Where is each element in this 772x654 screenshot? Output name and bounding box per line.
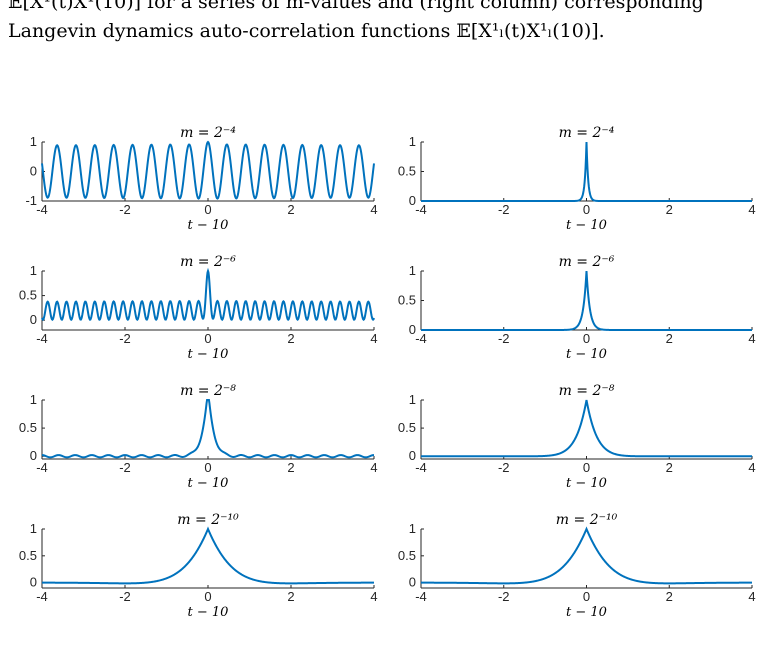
- subplot-3: -4 -2 0 2 4 0 0.5 1 m = 2⁻⁶ t − 10: [19, 254, 378, 362]
- y-tick-label: 0: [409, 322, 416, 337]
- x-axis-label: t − 10: [566, 218, 607, 233]
- x-axis-label: t − 10: [188, 218, 229, 233]
- x-tick-label: 0: [583, 460, 590, 475]
- y-tick-label: -1: [25, 193, 37, 208]
- y-tick-label: 0.5: [398, 293, 416, 308]
- subplot-title: m = 2⁻⁶: [559, 254, 615, 270]
- y-tick-label: 1: [409, 134, 416, 149]
- x-tick-label: -4: [415, 589, 427, 604]
- y-tick-label: 1: [30, 521, 37, 536]
- x-tick-label: 4: [748, 331, 755, 346]
- x-tick-label: 2: [666, 589, 673, 604]
- x-tick-label: 4: [748, 460, 755, 475]
- subplot-4: -4 -2 0 2 4 0 0.5 1 m = 2⁻⁶ t − 10: [398, 254, 756, 362]
- x-tick-label: -2: [498, 589, 510, 604]
- x-tick-label: -2: [119, 460, 131, 475]
- subplot-title: m = 2⁻⁶: [180, 254, 236, 270]
- x-tick-label: -4: [36, 202, 48, 217]
- x-tick-label: 0: [583, 202, 590, 217]
- x-tick-label: 0: [204, 202, 211, 217]
- x-tick-label: -2: [498, 460, 510, 475]
- y-tick-label: 0: [30, 164, 37, 179]
- x-axis-label: t − 10: [566, 347, 607, 362]
- y-tick-label: 1: [409, 392, 416, 407]
- series-line: [421, 270, 752, 331]
- x-tick-label: -2: [498, 331, 510, 346]
- x-tick-label: 0: [583, 331, 590, 346]
- x-tick-label: 4: [370, 589, 377, 604]
- x-tick-label: 2: [287, 331, 294, 346]
- x-tick-label: 2: [287, 589, 294, 604]
- subplot-2: -4 -2 0 2 4 0 0.5 1 m = 2⁻⁴ t − 10: [398, 125, 756, 233]
- subplot-5: -4 -2 0 2 4 0 0.5 1 m = 2⁻⁸ t − 10: [19, 383, 378, 491]
- subplot-title: m = 2⁻¹⁰: [556, 512, 618, 528]
- subplot-8: -4 -2 0 2 4 0 0.5 1 m = 2⁻¹⁰ t − 10: [398, 512, 756, 620]
- y-tick-label: 1: [30, 134, 37, 149]
- x-axis-label: t − 10: [188, 476, 229, 491]
- subplot-7: -4 -2 0 2 4 0 0.5 1 m = 2⁻¹⁰ t − 10: [19, 512, 378, 620]
- x-tick-label: -4: [36, 589, 48, 604]
- y-tick-label: 1: [409, 263, 416, 278]
- x-tick-label: -2: [498, 202, 510, 217]
- x-tick-label: 2: [287, 202, 294, 217]
- y-tick-label: 0: [30, 448, 37, 463]
- series-line: [420, 526, 753, 585]
- caption-line-2: Langevin dynamics auto-correlation funct…: [8, 20, 605, 42]
- subplot-title: m = 2⁻¹⁰: [177, 512, 239, 528]
- x-tick-label: -4: [415, 331, 427, 346]
- x-tick-label: -2: [119, 331, 131, 346]
- y-tick-label: 0.5: [19, 548, 37, 563]
- subplot-title: m = 2⁻⁸: [180, 383, 236, 399]
- y-tick-label: 0.5: [19, 420, 37, 435]
- y-tick-label: 0: [30, 312, 37, 327]
- x-tick-label: 4: [370, 460, 377, 475]
- x-tick-label: 4: [748, 589, 755, 604]
- x-axis-label: t − 10: [188, 605, 229, 620]
- x-tick-label: 2: [666, 202, 673, 217]
- y-tick-label: 0: [30, 575, 37, 590]
- y-tick-label: 0: [409, 575, 416, 590]
- series-line: [41, 526, 375, 585]
- x-tick-label: -2: [119, 589, 131, 604]
- y-tick-label: 1: [409, 521, 416, 536]
- x-tick-label: -4: [415, 460, 427, 475]
- x-tick-label: 0: [204, 589, 211, 604]
- x-tick-label: 2: [287, 460, 294, 475]
- series-line: [41, 399, 375, 459]
- subplot-title: m = 2⁻⁴: [180, 125, 236, 141]
- x-axis-label: t − 10: [566, 476, 607, 491]
- x-tick-label: -4: [415, 202, 427, 217]
- x-tick-label: -4: [36, 460, 48, 475]
- y-tick-label: 0: [409, 448, 416, 463]
- x-tick-label: 0: [583, 589, 590, 604]
- x-tick-label: 4: [748, 202, 755, 217]
- series-line: [41, 140, 375, 200]
- x-tick-label: 4: [370, 331, 377, 346]
- y-tick-label: 1: [30, 392, 37, 407]
- y-tick-label: 1: [30, 263, 37, 278]
- x-tick-label: 4: [370, 202, 377, 217]
- x-tick-label: -2: [119, 202, 131, 217]
- y-tick-label: 0.5: [398, 548, 416, 563]
- x-axis-label: t − 10: [188, 347, 229, 362]
- series-line: [421, 141, 752, 202]
- x-axis-label: t − 10: [566, 605, 607, 620]
- x-tick-label: -4: [36, 331, 48, 346]
- subplot-title: m = 2⁻⁸: [559, 383, 615, 399]
- subplot-6: -4 -2 0 2 4 0 0.5 1 m = 2⁻⁸ t − 10: [398, 383, 756, 491]
- series-line: [421, 399, 752, 458]
- caption-line-1: 𝔼[X¹(t)X¹(10)] for a series of m-values …: [8, 0, 704, 13]
- x-tick-label: 0: [204, 331, 211, 346]
- y-tick-label: 0.5: [398, 164, 416, 179]
- y-tick-label: 0: [409, 193, 416, 208]
- x-tick-label: 2: [666, 331, 673, 346]
- subplot-1: -4 -2 0 2 4 -1 0 1 m = 2⁻⁴ t − 10: [25, 125, 377, 233]
- series-line: [41, 267, 375, 322]
- x-tick-label: 0: [204, 460, 211, 475]
- subplot-title: m = 2⁻⁴: [559, 125, 615, 141]
- x-tick-label: 2: [666, 460, 673, 475]
- y-tick-label: 0.5: [19, 288, 37, 303]
- y-tick-label: 0.5: [398, 420, 416, 435]
